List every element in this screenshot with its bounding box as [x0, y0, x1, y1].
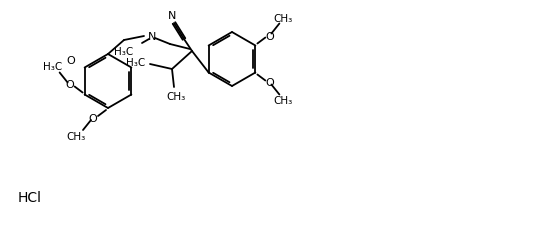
Text: CH₃: CH₃ [66, 131, 86, 141]
Text: O: O [265, 78, 274, 88]
Text: CH₃: CH₃ [274, 96, 293, 106]
Text: O: O [66, 56, 75, 66]
Text: CH₃: CH₃ [274, 14, 293, 23]
Text: O: O [88, 114, 97, 123]
Text: HCl: HCl [18, 190, 42, 204]
Text: N: N [168, 11, 176, 21]
Text: H₃C: H₃C [126, 58, 145, 68]
Text: N: N [148, 32, 156, 42]
Text: H₃C: H₃C [43, 62, 62, 72]
Text: H₃C: H₃C [114, 47, 133, 57]
Text: O: O [265, 31, 274, 41]
Text: O: O [65, 80, 74, 90]
Text: CH₃: CH₃ [166, 92, 186, 101]
